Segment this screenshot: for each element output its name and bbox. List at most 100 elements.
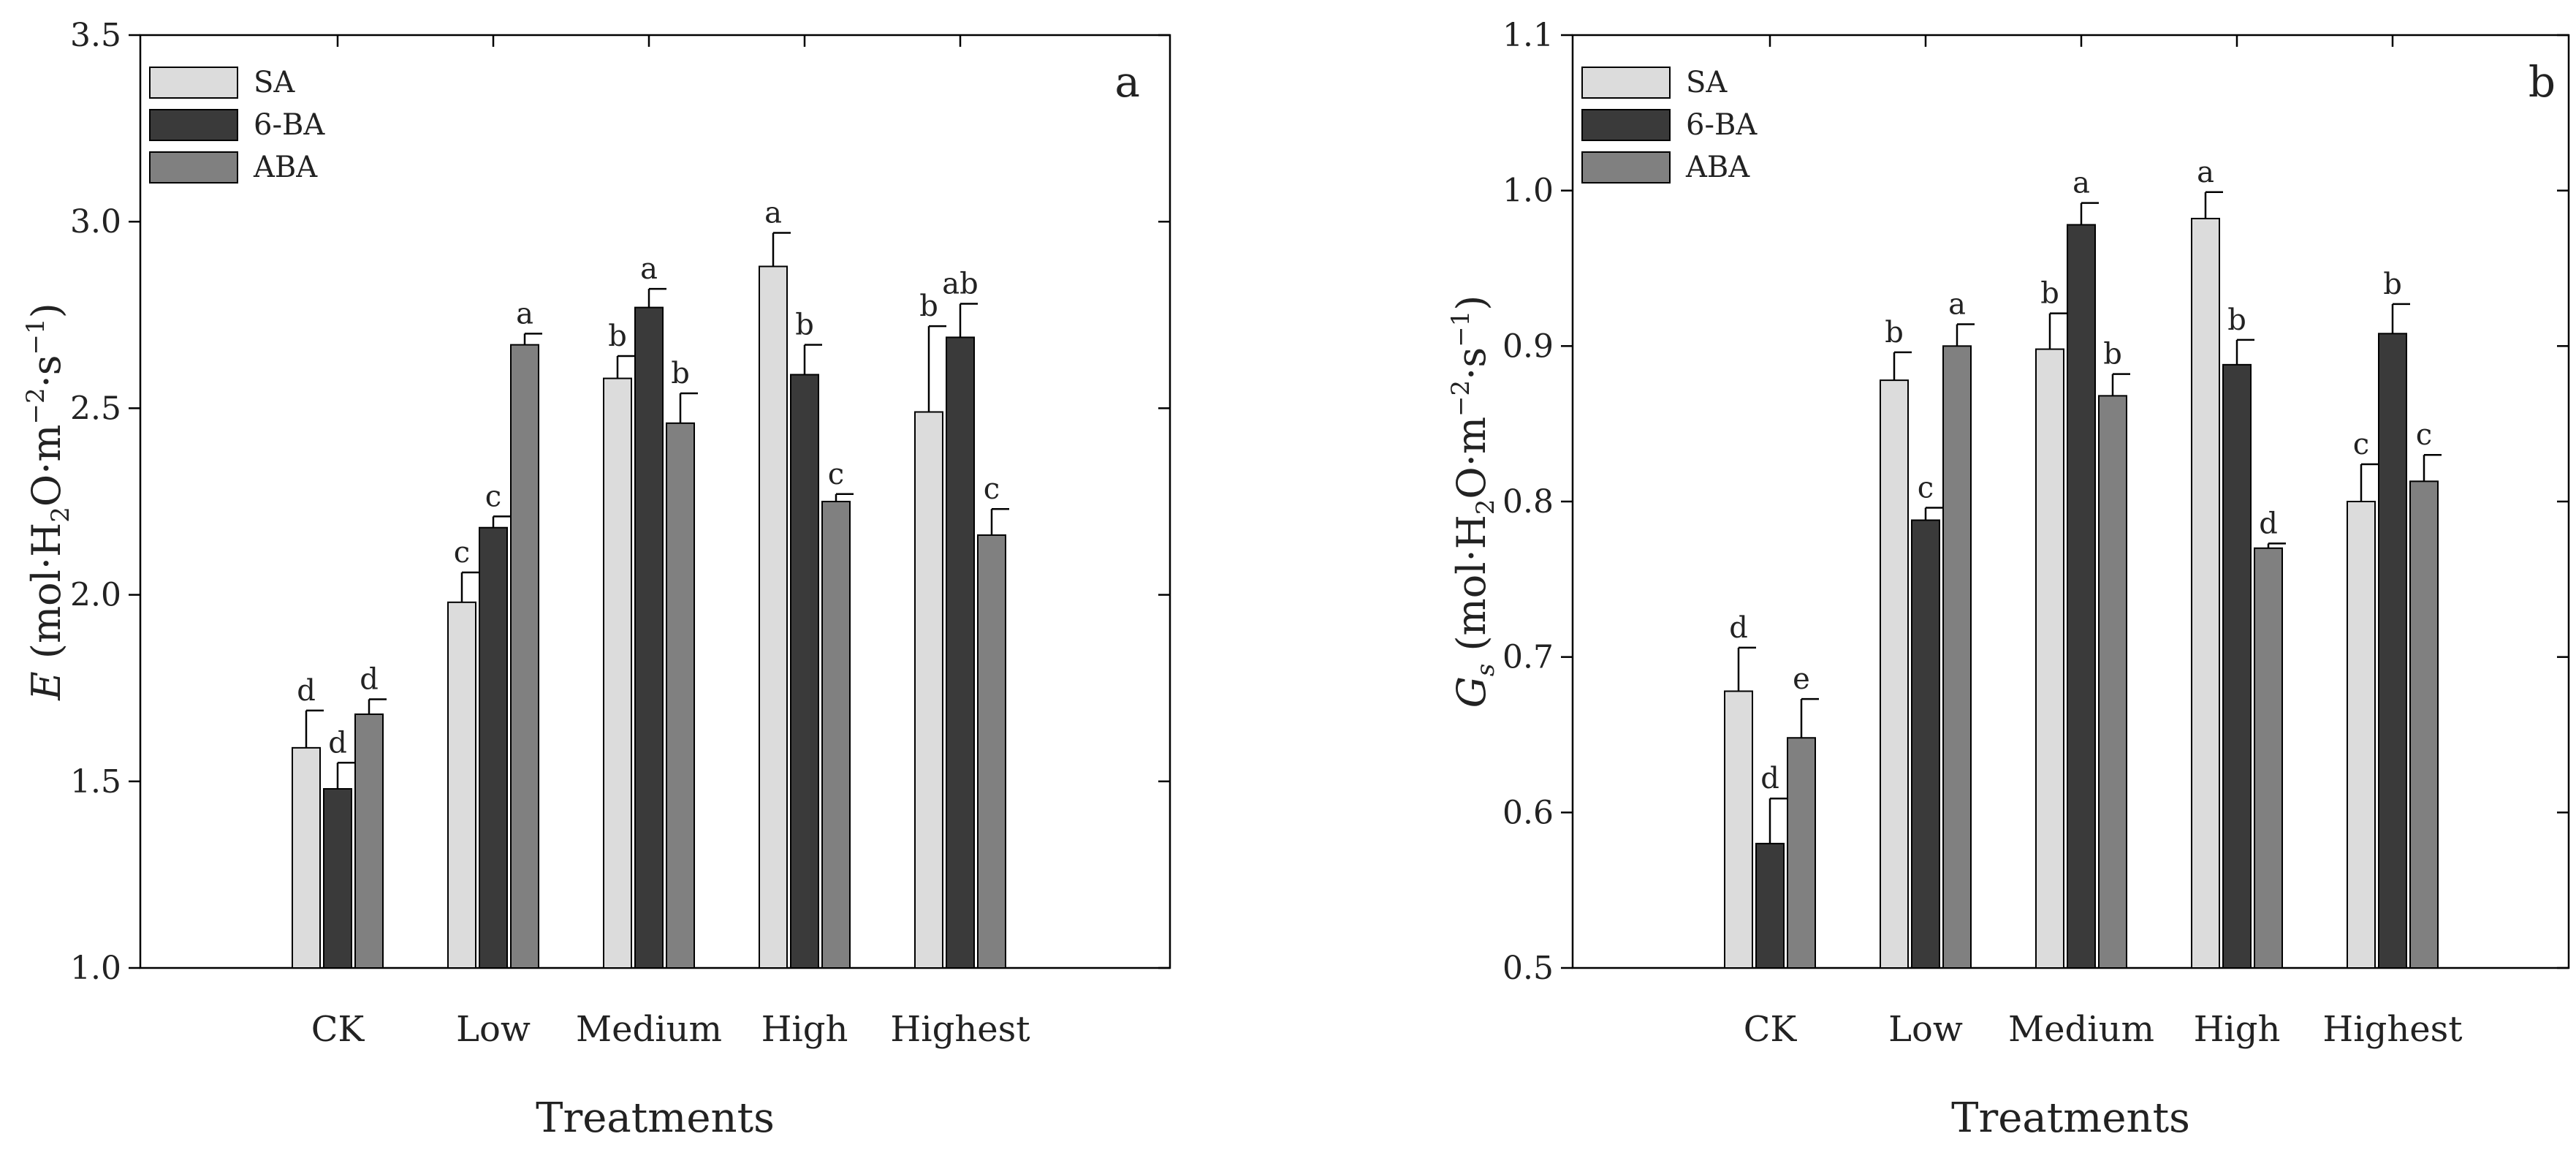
bar-sa-highest — [2347, 501, 2376, 969]
significance-letter: a — [516, 297, 533, 330]
significance-letter: d — [360, 663, 379, 697]
panel-letter: b — [2528, 57, 2556, 107]
significance-letter: a — [764, 197, 782, 230]
x-tick-label-highest: Highest — [890, 1009, 1030, 1050]
x-tick-label-low: Low — [456, 1009, 531, 1050]
bar-6-ba-low — [1911, 519, 1940, 969]
legend-label-6-ba: 6-BA — [1686, 108, 1758, 142]
legend-swatch-6-ba — [1581, 109, 1671, 141]
y-tick-label: 0.6 — [1502, 794, 1554, 831]
significance-letter: b — [2383, 268, 2402, 301]
y-label-sup: −1 — [1446, 311, 1475, 347]
significance-letter: b — [795, 309, 814, 342]
y-label-text: ) — [23, 303, 69, 318]
y-label-sup: −1 — [21, 318, 50, 355]
bar-sa-ck — [1724, 690, 1753, 969]
significance-letter: c — [828, 458, 844, 491]
x-tick-label-highest: Highest — [2322, 1009, 2462, 1050]
bar-6-ba-low — [479, 526, 508, 969]
x-tick-label-high: High — [761, 1009, 848, 1050]
significance-letter: d — [1729, 611, 1748, 645]
bar-aba-medium — [2098, 395, 2127, 969]
significance-letter: ab — [942, 267, 978, 300]
bar-aba-low — [510, 344, 539, 969]
bar-6-ba-highest — [946, 336, 975, 969]
bar-aba-medium — [666, 422, 695, 969]
y-tick-label: 1.0 — [1502, 173, 1554, 210]
bar-sa-highest — [914, 411, 943, 969]
significance-letter: c — [2416, 418, 2432, 452]
panel-a-transpiration-chart: 1.01.52.02.53.03.5CKdddLowccaMediumbabHi… — [21, 17, 1171, 1142]
legend: SA 6-BA ABA — [149, 66, 325, 184]
significance-letter: a — [2197, 156, 2214, 189]
legend-swatch-aba — [149, 151, 238, 184]
significance-letter: d — [297, 674, 316, 708]
bar-aba-ck — [354, 713, 384, 969]
bar-6-ba-ck — [1755, 842, 1785, 969]
bar-aba-highest — [977, 534, 1006, 969]
x-tick-label-medium: Medium — [2008, 1009, 2154, 1050]
x-tick-label-medium: Medium — [576, 1009, 722, 1050]
y-tick-label: 0.9 — [1502, 328, 1554, 365]
legend-label-sa: SA — [254, 66, 295, 99]
y-label-sub: 2 — [1471, 499, 1500, 515]
y-axis-label: E (mol·H2O·m−2·s−1) — [21, 303, 75, 700]
y-label-text: ·s — [1448, 347, 1494, 380]
bar-aba-ck — [1787, 737, 1816, 969]
bar-sa-low — [447, 601, 476, 969]
significance-letter: d — [328, 726, 347, 760]
bar-sa-high — [759, 265, 788, 969]
legend-label-aba: ABA — [1685, 151, 1750, 184]
bar-sa-medium — [2035, 348, 2064, 969]
significance-letter: b — [671, 357, 690, 390]
x-tick-label-high: High — [2194, 1009, 2281, 1050]
y-label-text: ) — [1448, 295, 1494, 311]
significance-letter: c — [2353, 428, 2369, 461]
significance-letter: e — [1793, 662, 1810, 696]
x-axis-label: Treatments — [536, 1094, 775, 1142]
y-label-text: O·m — [1448, 417, 1494, 499]
y-tick-label: 0.5 — [1502, 950, 1554, 987]
y-tick-label: 0.7 — [1502, 639, 1554, 676]
legend-label-6-ba: 6-BA — [254, 108, 325, 142]
bar-sa-low — [1880, 379, 1909, 969]
y-label-sup: −2 — [21, 387, 50, 424]
y-tick-label: 1.5 — [70, 763, 121, 801]
x-axis-label: Treatments — [1951, 1094, 2190, 1142]
legend-swatch-sa — [149, 67, 238, 99]
bar-aba-highest — [2409, 480, 2439, 969]
significance-letter: b — [2227, 303, 2246, 337]
y-tick-label: 3.5 — [70, 17, 121, 54]
x-tick-label-low: Low — [1888, 1009, 1963, 1050]
y-axis-label: Gs (mol·H2O·m−2·s−1) — [1446, 295, 1500, 708]
bar-aba-low — [1942, 345, 1972, 969]
y-label-text: ·s — [23, 355, 69, 388]
y-label-text: (mol·H — [1448, 515, 1494, 663]
bar-sa-ck — [292, 746, 321, 969]
bar-6-ba-highest — [2378, 333, 2407, 969]
y-tick-label: 3.0 — [70, 203, 121, 241]
legend-label-aba: ABA — [253, 151, 318, 184]
significance-letter: a — [1948, 288, 1966, 322]
x-tick-label-ck: CK — [1744, 1009, 1798, 1050]
legend-swatch-aba — [1581, 151, 1671, 184]
significance-letter: b — [608, 319, 627, 353]
legend-label-sa: SA — [1686, 66, 1728, 99]
y-tick-label: 2.5 — [70, 390, 121, 427]
bar-sa-medium — [603, 377, 632, 969]
significance-letter: c — [454, 536, 470, 570]
significance-letter: b — [919, 290, 938, 323]
y-label-text: (mol·H — [23, 523, 69, 671]
y-tick-label: 2.0 — [70, 577, 121, 614]
y-label-sub: 2 — [46, 507, 75, 523]
significance-letter: b — [2040, 277, 2059, 311]
significance-letter: c — [1918, 472, 1934, 505]
significance-letter: d — [2259, 507, 2278, 540]
bar-6-ba-high — [790, 374, 819, 969]
significance-letter: d — [1760, 762, 1779, 795]
bar-6-ba-ck — [323, 788, 352, 969]
bar-sa-high — [2191, 217, 2220, 969]
bar-6-ba-high — [2222, 363, 2252, 969]
y-tick-label: 0.8 — [1502, 483, 1554, 521]
